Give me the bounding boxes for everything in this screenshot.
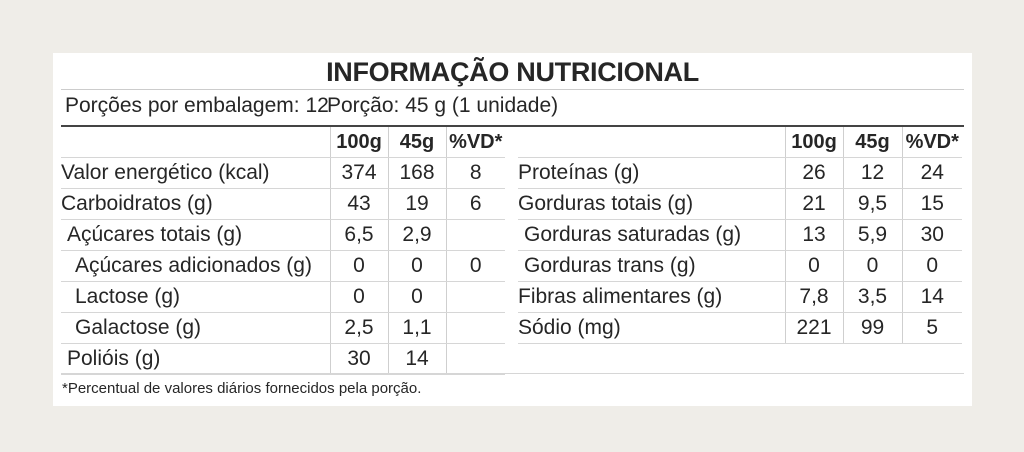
- nutrient-name: Gorduras saturadas (g): [518, 219, 785, 251]
- value-100g: 0: [784, 250, 843, 282]
- value-vd: 30: [901, 219, 962, 251]
- nutrient-row: Carboidratos (g) 43 19 6: [61, 188, 505, 220]
- nutrient-name: Fibras alimentares (g): [518, 281, 785, 313]
- value-45g: 0: [842, 250, 902, 282]
- value-45g: 168: [387, 157, 446, 189]
- value-100g: 13: [784, 219, 843, 251]
- value-45g: 9,5: [842, 188, 902, 220]
- value-vd: 5: [901, 312, 962, 344]
- value-45g: 1,1: [387, 312, 446, 344]
- value-100g: 0: [329, 250, 388, 282]
- nutrient-row: Açúcares adicionados (g) 0 0 0: [61, 250, 505, 282]
- nutrient-row: Proteínas (g) 26 12 24: [518, 157, 962, 189]
- value-vd: [445, 281, 505, 313]
- header-row: 100g 45g %VD*: [518, 127, 962, 158]
- header-vd: %VD*: [445, 127, 505, 158]
- value-vd: 0: [445, 250, 505, 282]
- value-45g: 0: [387, 281, 446, 313]
- divider: [61, 373, 964, 374]
- value-45g: 5,9: [842, 219, 902, 251]
- header-100g: 100g: [329, 127, 388, 158]
- nutrient-row: Açúcares totais (g) 6,5 2,9: [61, 219, 505, 251]
- value-100g: 30: [329, 343, 388, 375]
- nutrient-name: Galactose (g): [61, 312, 330, 344]
- header-vd: %VD*: [901, 127, 962, 158]
- header-row: 100g 45g %VD*: [61, 127, 505, 158]
- value-100g: 0: [329, 281, 388, 313]
- value-100g: 21: [784, 188, 843, 220]
- nutrient-name: Açúcares totais (g): [61, 219, 330, 251]
- value-vd: [445, 343, 505, 375]
- value-45g: 12: [842, 157, 902, 189]
- nutrient-name: Polióis (g): [61, 343, 330, 375]
- nutrient-row: Fibras alimentares (g) 7,8 3,5 14: [518, 281, 962, 313]
- value-100g: 221: [784, 312, 843, 344]
- value-45g: 2,9: [387, 219, 446, 251]
- value-100g: 26: [784, 157, 843, 189]
- header-45g: 45g: [842, 127, 902, 158]
- servings-per-package: Porções por embalagem: 12: [65, 94, 329, 117]
- right-nutrient-table: 100g 45g %VD* Proteínas (g) 26 12 24 Gordura…: [518, 127, 962, 344]
- nutrient-row: Polióis (g) 30 14: [61, 343, 505, 375]
- nutrient-name: Sódio (mg): [518, 312, 785, 344]
- value-vd: 0: [901, 250, 962, 282]
- value-45g: 19: [387, 188, 446, 220]
- nutrient-name: Gorduras trans (g): [518, 250, 785, 282]
- value-vd: 6: [445, 188, 505, 220]
- value-vd: [445, 219, 505, 251]
- nutrient-name: Gorduras totais (g): [518, 188, 785, 220]
- header-100g: 100g: [784, 127, 843, 158]
- nutrient-row: Gorduras totais (g) 21 9,5 15: [518, 188, 962, 220]
- nutrition-label: INFORMAÇÃO NUTRICIONAL Porções por embal…: [53, 53, 972, 406]
- nutrient-name: Lactose (g): [61, 281, 330, 313]
- serving-size: Porção: 45 g (1 unidade): [327, 94, 559, 117]
- value-vd: 14: [901, 281, 962, 313]
- value-100g: 2,5: [329, 312, 388, 344]
- nutrient-row: Lactose (g) 0 0: [61, 281, 505, 313]
- value-vd: 15: [901, 188, 962, 220]
- value-100g: 43: [329, 188, 388, 220]
- value-100g: 374: [329, 157, 388, 189]
- left-nutrient-table: 100g 45g %VD* Valor energético (kcal) 374…: [61, 127, 505, 375]
- value-45g: 0: [387, 250, 446, 282]
- value-vd: [445, 312, 505, 344]
- nutrient-row: Gorduras trans (g) 0 0 0: [518, 250, 962, 282]
- value-45g: 3,5: [842, 281, 902, 313]
- value-100g: 7,8: [784, 281, 843, 313]
- value-vd: 24: [901, 157, 962, 189]
- value-vd: 8: [445, 157, 505, 189]
- nutrient-row: Sódio (mg) 221 99 5: [518, 312, 962, 344]
- nutrient-row: Valor energético (kcal) 374 168 8: [61, 157, 505, 189]
- divider-thick: [61, 125, 964, 127]
- label-title: INFORMAÇÃO NUTRICIONAL: [326, 57, 699, 87]
- nutrient-name: Proteínas (g): [518, 157, 785, 189]
- value-45g: 14: [387, 343, 446, 375]
- nutrient-name: Valor energético (kcal): [61, 157, 330, 189]
- nutrient-row: Galactose (g) 2,5 1,1: [61, 312, 505, 344]
- header-45g: 45g: [387, 127, 446, 158]
- nutrient-row: Gorduras saturadas (g) 13 5,9 30: [518, 219, 962, 251]
- divider: [61, 89, 964, 90]
- value-45g: 99: [842, 312, 902, 344]
- nutrient-name: Açúcares adicionados (g): [61, 250, 330, 282]
- value-100g: 6,5: [329, 219, 388, 251]
- nutrient-name: Carboidratos (g): [61, 188, 330, 220]
- footnote: *Percentual de valores diários fornecido…: [62, 380, 422, 397]
